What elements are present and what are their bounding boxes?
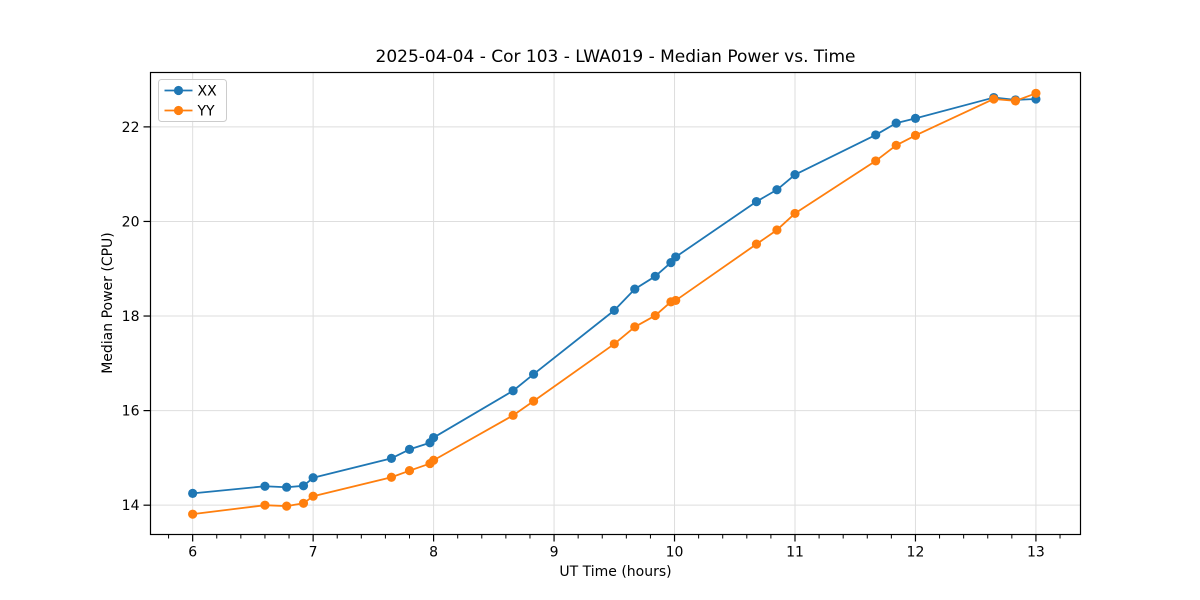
x-tick-label: 10 <box>666 545 684 561</box>
x-tick-label: 13 <box>1027 545 1045 561</box>
data-point-YY <box>671 295 681 306</box>
y-tick-label: 14 <box>122 498 140 514</box>
legend-label: XX <box>198 84 218 100</box>
data-point-YY <box>188 509 198 519</box>
data-point-YY <box>772 225 782 235</box>
data-point-XX <box>528 369 539 379</box>
y-axis-label: Median Power (CPU) <box>100 232 116 374</box>
data-point-XX <box>508 386 518 396</box>
data-point-YY <box>871 156 881 166</box>
data-point-YY <box>910 130 921 140</box>
legend-marker <box>173 105 184 116</box>
data-point-XX <box>772 185 782 195</box>
data-point-YY <box>528 396 539 406</box>
data-point-XX <box>871 130 881 140</box>
data-point-YY <box>282 501 292 511</box>
data-point-XX <box>891 118 901 128</box>
data-point-YY <box>751 239 762 249</box>
y-tick-label: 22 <box>122 120 140 136</box>
data-point-XX <box>609 305 619 315</box>
data-point-XX <box>282 482 292 492</box>
data-point-XX <box>308 473 318 483</box>
data-point-YY <box>1010 96 1021 106</box>
series-line-YY <box>192 92 1037 516</box>
legend-label: YY <box>197 104 216 120</box>
data-point-XX <box>404 444 415 454</box>
x-tick-label: 11 <box>786 545 804 561</box>
data-point-XX <box>298 481 309 491</box>
y-tick-label: 20 <box>122 214 140 230</box>
x-tick-label: 12 <box>907 545 925 561</box>
data-point-YY <box>790 208 800 219</box>
x-tick-label: 8 <box>429 545 438 561</box>
data-point-YY <box>404 466 415 476</box>
data-point-YY <box>260 500 270 510</box>
data-point-YY <box>1031 88 1041 98</box>
data-point-YY <box>630 322 640 332</box>
series-line-XX <box>192 96 1036 495</box>
x-tick-label: 9 <box>550 545 559 561</box>
data-point-XX <box>630 284 640 294</box>
data-point-XX <box>386 453 397 463</box>
x-axis-label: UT Time (hours) <box>559 564 672 580</box>
axes-spines <box>149 71 1082 536</box>
data-point-YY <box>989 94 999 104</box>
data-point-XX <box>671 252 681 262</box>
data-point-XX <box>188 488 198 498</box>
x-tick-label: 6 <box>188 545 197 561</box>
data-point-XX <box>260 481 270 491</box>
chart-title: 2025-04-04 - Cor 103 - LWA019 - Median P… <box>375 47 856 67</box>
data-point-YY <box>386 472 397 482</box>
data-point-XX <box>650 271 660 281</box>
x-tick-label: 7 <box>309 545 318 561</box>
data-point-YY <box>428 455 439 465</box>
data-point-XX <box>428 432 439 443</box>
y-tick-label: 18 <box>122 309 140 325</box>
data-point-YY <box>650 310 660 321</box>
data-point-YY <box>298 498 309 508</box>
data-point-YY <box>891 140 901 150</box>
data-point-YY <box>508 410 518 420</box>
data-point-XX <box>751 196 762 207</box>
data-point-YY <box>609 339 619 349</box>
data-point-YY <box>308 491 318 501</box>
data-point-XX <box>790 170 800 180</box>
y-tick-label: 16 <box>122 404 140 420</box>
data-point-XX <box>910 113 921 123</box>
legend-marker <box>173 85 184 96</box>
